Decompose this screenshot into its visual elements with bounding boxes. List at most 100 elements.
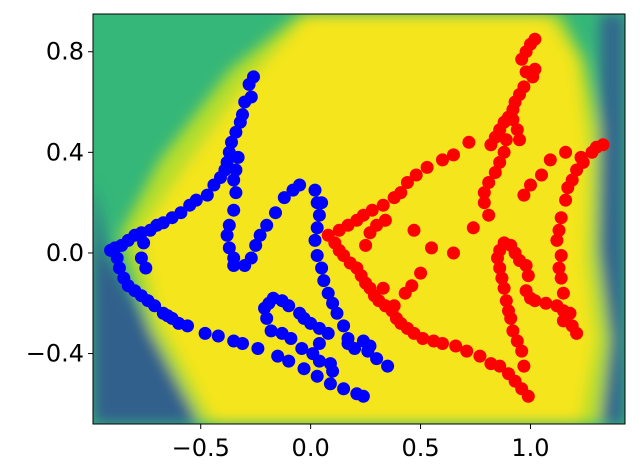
data-point [225, 135, 238, 149]
data-point [543, 153, 557, 167]
data-point [227, 259, 241, 272]
data-point [148, 299, 162, 313]
data-point [282, 354, 296, 368]
data-point [297, 362, 311, 376]
data-point [227, 203, 241, 217]
data-point [308, 183, 322, 197]
data-point [563, 306, 577, 320]
data-point [137, 236, 151, 250]
data-point [552, 223, 566, 237]
series-0 [104, 70, 395, 403]
x-tick-label: 1.0 [511, 434, 549, 462]
data-point [460, 344, 474, 358]
data-point [554, 211, 568, 225]
data-point [330, 306, 344, 320]
data-point [323, 377, 337, 391]
data-point [244, 251, 258, 265]
data-point [308, 233, 322, 247]
data-point [420, 160, 434, 174]
data-point [312, 354, 326, 368]
data-point [229, 186, 243, 200]
data-point [211, 329, 225, 343]
data-point [253, 228, 267, 242]
data-point [554, 249, 568, 262]
series-1 [321, 32, 610, 403]
data-point [110, 251, 124, 265]
data-point [227, 173, 241, 187]
x-axis: −0.5 0.0 0.5 1.0 [172, 424, 550, 462]
data-point [400, 176, 414, 189]
data-point [447, 148, 460, 162]
data-point [521, 269, 535, 283]
data-point [315, 196, 329, 210]
data-point [519, 65, 533, 79]
data-point [524, 178, 537, 192]
data-point [565, 173, 579, 187]
data-point [517, 359, 531, 373]
data-point [552, 261, 566, 275]
data-point [387, 191, 401, 205]
data-point [376, 198, 390, 212]
data-point [493, 155, 507, 169]
data-point [559, 193, 573, 207]
data-point [233, 115, 247, 129]
data-point [407, 223, 421, 237]
data-point [260, 311, 274, 325]
data-point [326, 364, 340, 378]
data-point [515, 52, 529, 66]
data-point [222, 218, 236, 232]
data-point [139, 261, 153, 275]
data-point [242, 77, 256, 91]
data-point [337, 319, 351, 333]
data-point [220, 228, 234, 242]
data-point [570, 326, 584, 340]
data-point [473, 349, 487, 363]
data-point [269, 206, 282, 220]
plot-frame [92, 13, 626, 425]
data-point [447, 246, 460, 260]
data-point [315, 261, 329, 275]
data-point [183, 198, 197, 212]
y-axis: 0.8 0.4 0.0 −0.4 [26, 38, 93, 368]
data-point [387, 299, 401, 313]
data-point [556, 286, 570, 300]
data-point [341, 337, 355, 350]
data-point [519, 259, 533, 272]
data-point [326, 296, 340, 310]
data-point [251, 342, 265, 355]
data-point [502, 304, 515, 318]
y-tick-label: −0.4 [26, 340, 84, 368]
data-point [134, 251, 148, 265]
data-point [337, 382, 351, 396]
plot-area [104, 32, 610, 403]
data-point [310, 249, 324, 262]
data-point [416, 332, 430, 345]
data-point [381, 359, 395, 373]
data-point [231, 150, 245, 164]
data-point [312, 337, 326, 350]
data-point [332, 223, 346, 237]
data-point [482, 208, 496, 222]
data-point [370, 352, 384, 366]
data-point [359, 238, 373, 252]
data-point [477, 186, 491, 200]
data-point [293, 178, 307, 192]
data-point [477, 196, 491, 210]
data-point [376, 281, 390, 295]
data-point [229, 163, 243, 177]
data-point [229, 125, 243, 139]
data-point [596, 138, 610, 152]
data-point [409, 168, 423, 182]
data-point [495, 271, 509, 285]
data-point [277, 191, 291, 205]
data-point [271, 349, 285, 363]
x-tick-label: 0.0 [292, 434, 330, 462]
y-tick-label: 0.0 [46, 239, 84, 267]
data-point [517, 188, 531, 202]
data-point [244, 90, 258, 104]
data-point [528, 294, 542, 308]
data-point [284, 332, 298, 345]
series-layer [104, 32, 610, 403]
data-point [550, 233, 564, 247]
data-point [499, 294, 513, 308]
